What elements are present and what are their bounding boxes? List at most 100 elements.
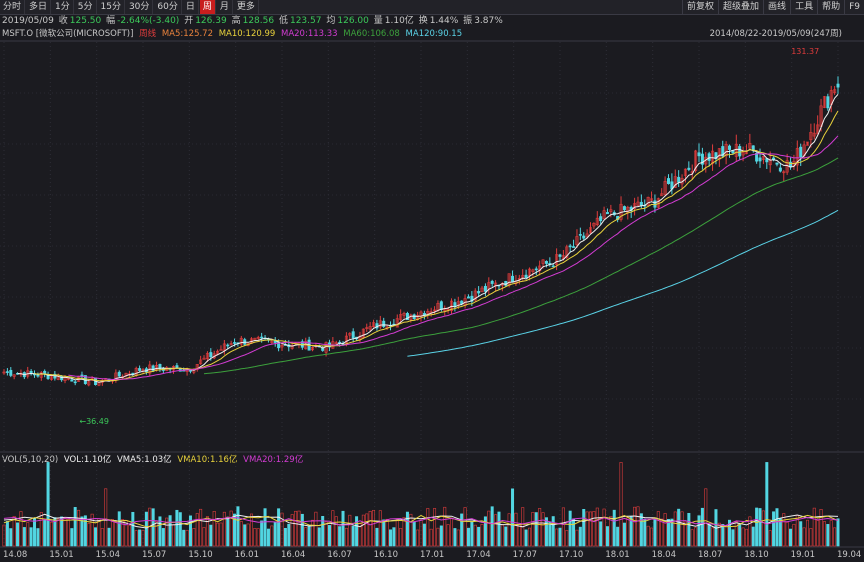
- volume-bar: [97, 518, 101, 547]
- candle-body: [199, 359, 203, 364]
- volume-bar: [263, 508, 267, 547]
- volume-bar: [36, 528, 40, 547]
- candle-body: [575, 236, 579, 245]
- candle-body: [582, 235, 586, 239]
- candle-body: [399, 314, 403, 320]
- volume-bar: [663, 513, 667, 547]
- toolbar-button-4[interactable]: 帮助: [817, 0, 844, 14]
- x-tick-label: 18.01: [605, 550, 630, 560]
- candle-body: [721, 146, 725, 157]
- tab-period-4[interactable]: 15分: [98, 0, 125, 14]
- candle-body: [639, 201, 643, 206]
- volume-bar: [724, 525, 728, 547]
- candle-body: [378, 320, 382, 328]
- candle-body: [799, 146, 803, 158]
- volume-bar: [270, 525, 274, 547]
- vma20-value: VMA20:1.29亿: [243, 455, 304, 465]
- candle-body: [453, 302, 457, 307]
- volume-bar: [639, 513, 643, 547]
- toolbar-button-2[interactable]: 画线: [763, 0, 790, 14]
- candle-body: [39, 372, 43, 378]
- volume-bar: [697, 515, 701, 547]
- candle-body: [5, 371, 9, 373]
- volume-legend: VOL(5,10,20) VOL:1.10亿 VMA5:1.03亿 VMA10:…: [2, 454, 306, 466]
- tab-period-6[interactable]: 60分: [154, 0, 182, 14]
- volume-bar: [338, 526, 342, 547]
- volume-bar: [195, 513, 199, 547]
- volume-bar: [280, 512, 284, 547]
- tab-period-2[interactable]: 1分: [52, 0, 74, 14]
- volume-bar: [589, 511, 593, 547]
- low-value: 123.57: [289, 16, 322, 26]
- right-toolbar: 前复权 超级叠加 画线 工具 帮助 F9: [682, 0, 864, 14]
- tab-period-10[interactable]: 更多: [234, 0, 259, 14]
- volume-bar: [633, 506, 637, 547]
- volume-bar: [165, 517, 169, 547]
- toolbar-button-1[interactable]: 超级叠加: [718, 0, 763, 14]
- volume-bar: [605, 526, 609, 547]
- volume-bar: [246, 523, 250, 547]
- candle-body: [755, 152, 759, 162]
- volume-bar: [822, 521, 826, 547]
- toolbar-button-5[interactable]: F9: [844, 0, 864, 14]
- volume-label: 量: [373, 16, 383, 26]
- x-tick-label: 15.04: [95, 550, 120, 560]
- volume-bar: [260, 520, 264, 547]
- volume-bar: [728, 519, 732, 547]
- candle-body: [728, 145, 732, 150]
- candle-body: [433, 309, 437, 312]
- tab-period-5[interactable]: 30分: [126, 0, 154, 14]
- candle-body: [633, 203, 637, 210]
- candle-body: [87, 381, 91, 386]
- tab-period-8[interactable]: 周: [199, 0, 216, 14]
- volume-bar: [327, 525, 331, 547]
- candle-body: [372, 322, 376, 328]
- tab-period-9[interactable]: 月: [217, 0, 233, 14]
- candle-body: [402, 312, 406, 316]
- volume-bar: [12, 516, 16, 547]
- candle-body: [524, 274, 528, 279]
- x-tick-label: 16.04: [281, 550, 306, 560]
- volume-bar: [599, 521, 603, 547]
- toolbar-button-3[interactable]: 工具: [790, 0, 817, 14]
- period-high-label: 131.37: [791, 47, 819, 56]
- tab-period-3[interactable]: 5分: [75, 0, 97, 14]
- candle-body: [466, 296, 470, 299]
- volume-bar: [151, 508, 155, 547]
- tab-period-1[interactable]: 多日: [26, 0, 52, 14]
- volume-bar: [789, 528, 793, 547]
- volume-bar: [222, 511, 226, 547]
- toolbar-button-0[interactable]: 前复权: [682, 0, 718, 14]
- candle-body: [205, 353, 209, 360]
- volume-bar: [833, 527, 837, 547]
- candle-body: [551, 265, 555, 268]
- volume-bar: [466, 527, 470, 547]
- volume-bar: [66, 519, 70, 547]
- volume-bar: [717, 522, 721, 547]
- candle-body: [450, 300, 454, 312]
- volume-bar: [287, 523, 291, 547]
- volume-bar: [73, 507, 77, 547]
- volume-bar: [311, 519, 315, 547]
- volume-bar: [446, 524, 450, 547]
- candle-body: [778, 167, 782, 172]
- volume-bar: [402, 517, 406, 547]
- volume-bar: [555, 528, 559, 547]
- volume-bar: [670, 518, 674, 547]
- candle-body: [761, 155, 765, 160]
- volume-value: 1.10亿: [384, 16, 414, 26]
- volume-bar: [229, 510, 233, 547]
- volume-bar: [561, 507, 565, 547]
- candle-body: [219, 349, 223, 351]
- high-value: 128.56: [242, 16, 275, 26]
- volume-bar: [9, 528, 13, 547]
- candle-body: [609, 209, 613, 213]
- tab-period-7[interactable]: 日: [183, 0, 199, 14]
- candle-body: [270, 341, 274, 343]
- tab-period-0[interactable]: 分时: [0, 0, 26, 14]
- volume-bar: [43, 519, 47, 547]
- volume-bar: [185, 529, 189, 547]
- volume-bar: [541, 512, 545, 547]
- volume-bar: [161, 528, 165, 547]
